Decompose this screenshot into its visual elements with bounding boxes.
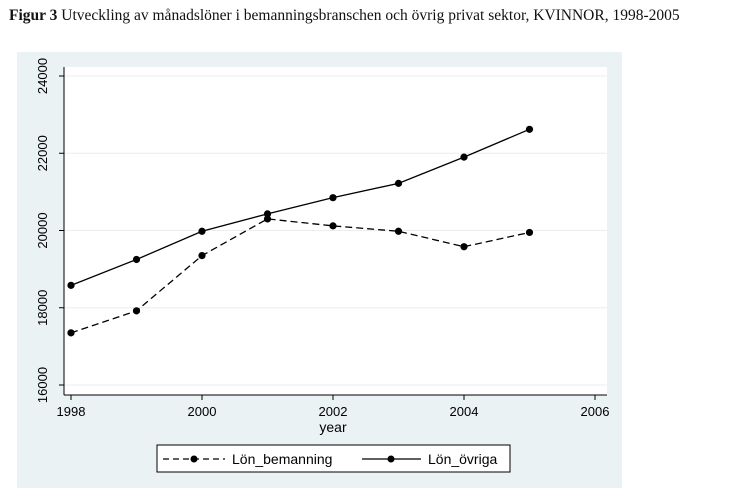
data-point-ovriga — [198, 227, 206, 235]
data-point-ovriga — [67, 281, 75, 289]
data-point-ovriga — [525, 125, 534, 133]
data-point-bemanning — [198, 252, 206, 260]
series-line-ovriga — [70, 128, 530, 286]
data-point-bemanning — [67, 329, 75, 337]
data-point-bemanning — [394, 227, 403, 235]
x-axis-title: year — [319, 419, 347, 435]
data-point-ovriga — [329, 194, 337, 202]
series-line-bemanning — [70, 218, 530, 334]
y-tick-label: 16000 — [35, 367, 50, 403]
data-point-ovriga — [460, 153, 468, 161]
legend-label-bemanning: Lön_bemanning — [232, 451, 332, 467]
legend: Lön_bemanning Lön_övriga — [156, 444, 511, 473]
data-point-bemanning — [329, 222, 337, 230]
legend-marker-bemanning — [190, 455, 198, 463]
y-tick-label: 24000 — [35, 58, 50, 94]
data-point-ovriga — [132, 255, 141, 264]
y-tick-label: 20000 — [35, 212, 50, 248]
figure-caption: Figur 3 Utveckling av månadslöner i bema… — [9, 6, 729, 26]
figure-label: Figur 3 — [9, 7, 58, 24]
legend-marker-ovriga — [387, 455, 395, 463]
data-point-bemanning — [132, 307, 141, 315]
x-tick-label: 2004 — [450, 404, 479, 419]
data-point-bemanning — [263, 215, 272, 223]
y-tick-label: 18000 — [35, 290, 50, 326]
x-tick-label: 2002 — [319, 404, 348, 419]
data-point-bemanning — [525, 228, 534, 237]
data-point-ovriga — [394, 179, 403, 187]
figure-title: Utveckling av månadslöner i bemanningsbr… — [61, 7, 680, 24]
legend-label-ovriga: Lön_övriga — [428, 451, 497, 467]
data-point-bemanning — [460, 243, 468, 251]
x-tick-label: 1998 — [57, 404, 86, 419]
chart-figure: 16000 18000 20000 22000 24000 1998 2000 2002 20… — [17, 52, 622, 488]
x-tick-label: 2000 — [188, 404, 217, 419]
x-tick-label: 2006 — [581, 404, 610, 419]
data-point-ovriga — [263, 210, 272, 218]
y-tick-label: 22000 — [35, 135, 50, 171]
line-chart: 16000 18000 20000 22000 24000 1998 2000 2002 20… — [35, 58, 610, 473]
